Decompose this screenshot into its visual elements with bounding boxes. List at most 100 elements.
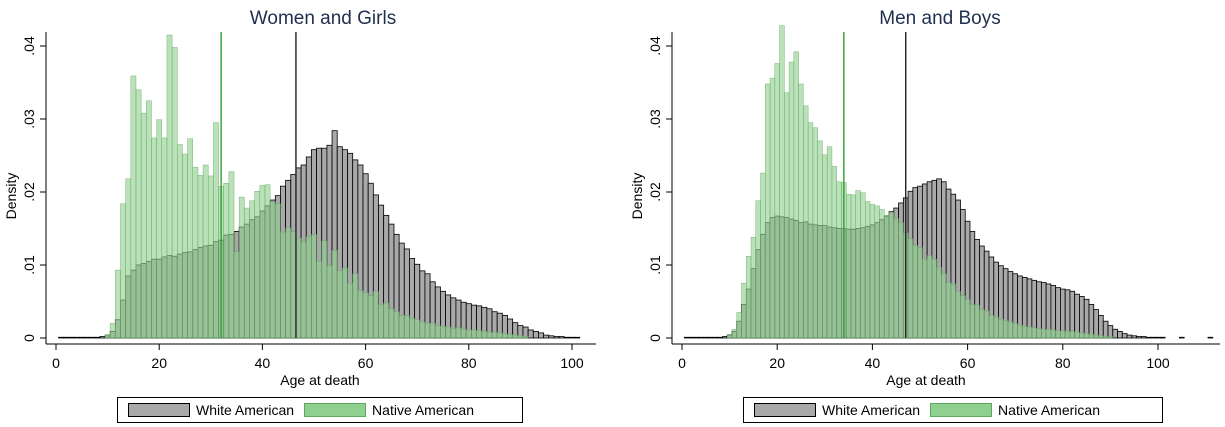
bar-white-american — [574, 336, 581, 339]
y-tick-label: .04 — [647, 36, 663, 56]
x-axis-title: Age at death — [886, 372, 965, 388]
bar-native-american — [784, 92, 790, 339]
bar-native-american — [945, 282, 952, 339]
bar-native-american — [388, 308, 395, 339]
bar-native-american — [522, 336, 529, 339]
bar-native-american — [1098, 335, 1104, 339]
bar-native-american — [187, 138, 193, 339]
bar-native-american — [798, 83, 804, 339]
bar-native-american — [836, 181, 842, 339]
chart-panel-men-and-boys: Men and Boys 0 .01 .02 .03 .04 0 20 40 60 80 100 Den… — [612, 0, 1224, 427]
bar-native-american — [1007, 321, 1014, 339]
bar-native-american — [941, 273, 947, 339]
bar-native-american — [445, 326, 451, 339]
bar-white-american — [1150, 336, 1157, 339]
legend: White American Native American — [743, 397, 1163, 423]
bar-native-american — [125, 178, 132, 339]
y-tick-label: .02 — [647, 182, 663, 202]
plot-region: Women and Girls 0 .01 .02 .03 .04 0 20 40 60 80 100… — [3, 8, 596, 388]
bar-native-american — [1103, 336, 1109, 339]
bar-white-american — [1179, 336, 1185, 339]
bar-native-american — [491, 331, 498, 339]
legend-label-white-american: White American — [196, 402, 295, 418]
bar-native-american — [1017, 324, 1023, 339]
bar-native-american — [202, 164, 209, 339]
bar-native-american — [280, 231, 286, 339]
bar-native-american — [926, 255, 933, 339]
bar-native-american — [988, 315, 995, 339]
bar-native-american — [233, 251, 240, 339]
x-tick-label: 60 — [358, 355, 374, 371]
bar-native-american — [166, 34, 173, 339]
bar-white-american — [68, 336, 75, 339]
y-tick-label: .03 — [21, 109, 37, 129]
bar-native-american — [481, 331, 488, 339]
bar-white-american — [569, 336, 575, 339]
bar-native-american — [398, 315, 405, 339]
bar-native-american — [1107, 336, 1114, 339]
chart-title: Men and Boys — [879, 8, 1000, 29]
bar-white-american — [563, 336, 570, 339]
x-tick-label: 80 — [1055, 355, 1071, 371]
bar-white-american — [1055, 287, 1061, 339]
bar-white-american — [1093, 309, 1099, 339]
bar-native-american — [357, 290, 364, 339]
bar-native-american — [316, 261, 322, 339]
bar-native-american — [998, 318, 1004, 339]
bar-native-american — [736, 312, 742, 339]
bar-native-american — [779, 25, 785, 339]
bar-white-american — [1107, 325, 1114, 339]
bar-native-american — [197, 174, 204, 339]
chart-panel-women-and-girls: Women and Girls 0 .01 .02 .03 .04 0 20 40 60 80 100… — [0, 0, 612, 427]
bar-native-american — [471, 329, 477, 339]
bar-white-american — [58, 336, 65, 339]
legend-swatch-white-american — [754, 403, 816, 417]
bar-native-american — [1074, 331, 1080, 339]
bar-white-american — [1117, 331, 1123, 339]
legend-item-native-american: Native American — [304, 402, 474, 418]
legend-label-white-american: White American — [822, 402, 921, 418]
bar-native-american — [383, 302, 390, 339]
bar-native-american — [367, 295, 374, 339]
plot-region: Men and Boys 0 .01 .02 .03 .04 0 20 40 60 80 100 Den… — [629, 8, 1220, 388]
bar-white-american — [1079, 295, 1085, 339]
bar-white-american — [78, 336, 85, 339]
bar-native-american — [424, 323, 431, 339]
bar-native-american — [300, 242, 307, 339]
y-tick-label: .04 — [21, 36, 37, 56]
bar-white-american — [1121, 333, 1128, 339]
bar-white-american — [1102, 320, 1109, 339]
legend: White American Native American — [117, 397, 523, 423]
bar-native-american — [969, 304, 975, 339]
bar-native-american — [826, 146, 833, 339]
bar-native-american — [888, 212, 895, 339]
bar-native-american — [750, 237, 757, 339]
bar-white-american — [717, 336, 723, 339]
bar-native-american — [140, 112, 147, 339]
bar-native-american — [1069, 331, 1075, 339]
x-tick-label: 40 — [255, 355, 271, 371]
bar-white-american — [94, 336, 101, 339]
bar-native-american — [741, 283, 747, 339]
bar-native-american — [812, 127, 818, 339]
bar-native-american — [135, 89, 142, 339]
bar-native-american — [1022, 326, 1028, 339]
legend-label-native-american: Native American — [372, 402, 474, 418]
legend-swatch-white-american — [128, 403, 190, 417]
bar-white-american — [688, 336, 695, 339]
bar-white-american — [538, 332, 545, 339]
x-tick-label: 60 — [960, 355, 976, 371]
bar-white-american — [1207, 336, 1214, 339]
bar-white-american — [1140, 336, 1147, 339]
x-tick-label: 100 — [1146, 355, 1170, 371]
bar-native-american — [1055, 330, 1061, 339]
bar-native-american — [362, 292, 369, 339]
bar-white-american — [1074, 293, 1080, 339]
bar-native-american — [156, 119, 163, 339]
bar-native-american — [860, 192, 866, 339]
bar-native-american — [295, 237, 302, 339]
bar-native-american — [151, 137, 157, 339]
bar-native-american — [769, 77, 776, 339]
bar-native-american — [898, 222, 904, 339]
bar-native-american — [393, 311, 400, 339]
